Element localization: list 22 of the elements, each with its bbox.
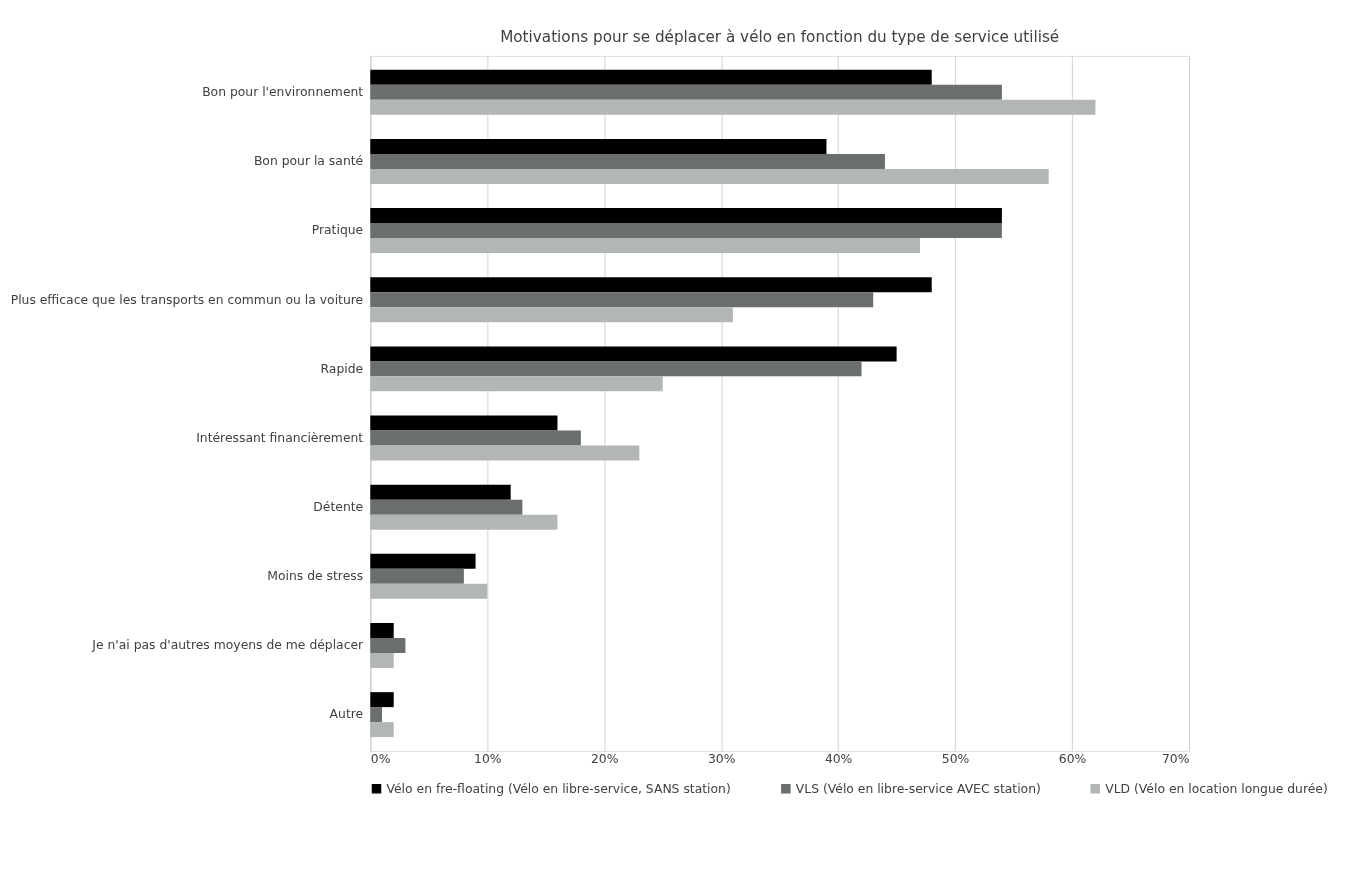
x-tick-label: 30%	[707, 751, 736, 766]
y-tick-label: Plus efficace que les transports en commun ou la voiture	[10, 292, 364, 307]
x-tick-label: 10%	[474, 751, 502, 766]
y-tick-label: Autre	[329, 707, 364, 722]
x-tick-label: 40%	[824, 751, 853, 766]
y-tick-label: Détente	[313, 499, 364, 514]
y-tick-label: Bon pour l'environnement	[202, 85, 364, 100]
y-tick-label: Je n'ai pas d'autres moyens de me déplacer	[91, 638, 365, 653]
y-tick-label: Pratique	[311, 223, 364, 238]
legend-label: Vélo en fre-floating (Vélo en libre-service, SANS station)	[386, 781, 731, 796]
legend-label: VLD (Vélo en location longue durée)	[1105, 781, 1328, 796]
x-tick-label: 20%	[590, 751, 619, 766]
y-tick-label: Moins de stress	[267, 569, 364, 584]
x-tick-label: 60%	[1058, 751, 1087, 766]
legend-label: VLS (Vélo en libre-service AVEC station)	[795, 781, 1041, 796]
x-tick-label: 50%	[941, 751, 970, 766]
chart-title: Motivations pour se déplacer à vélo en fonction du type de service utilisé	[500, 27, 1060, 46]
y-tick-label: Intéressant financièrement	[196, 430, 364, 445]
x-tick-label: 70%	[1162, 751, 1190, 766]
y-tick-label: Rapide	[320, 361, 364, 376]
y-tick-label: Bon pour la santé	[253, 154, 364, 169]
x-tick-label: 0%	[370, 751, 391, 766]
